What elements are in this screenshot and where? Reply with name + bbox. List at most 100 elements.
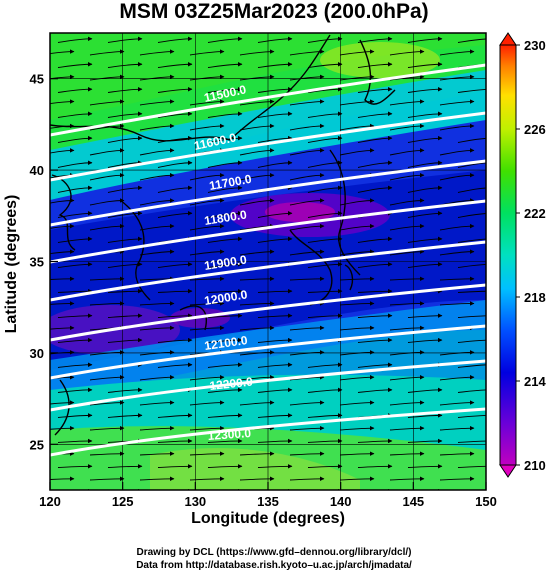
- streamline-arrow: [107, 36, 143, 43]
- streamline-arrow: [57, 387, 93, 393]
- streamline-arrow: [139, 325, 175, 331]
- streamline-arrow: [407, 211, 443, 218]
- streamline-arrow: [389, 148, 425, 156]
- streamline-arrow: [339, 148, 375, 156]
- streamline-arrow: [389, 476, 425, 482]
- streamline-arrow: [50, 148, 75, 154]
- streamline-arrow: [257, 135, 293, 143]
- streamline-arrow: [57, 438, 93, 444]
- streamline-arrow: [189, 374, 225, 381]
- streamline-arrow: [307, 362, 343, 368]
- streamline-arrow: [50, 74, 75, 80]
- streamline-arrow: [389, 223, 425, 231]
- streamline-arrow: [407, 337, 443, 343]
- streamline-arrow: [357, 313, 393, 318]
- streamline-arrow: [107, 185, 143, 193]
- streamline-arrow: [139, 425, 175, 431]
- streamline-arrow: [139, 249, 175, 256]
- wind-streamlines: [50, 26, 492, 505]
- streamline-arrow: [189, 74, 225, 81]
- y-tick-label: 30: [30, 346, 44, 361]
- streamline-arrow: [357, 362, 393, 368]
- streamline-arrow: [107, 160, 143, 168]
- streamline-arrow: [257, 111, 293, 118]
- streamline-arrow: [139, 301, 175, 306]
- streamline-arrow: [357, 464, 393, 469]
- streamline-arrow: [439, 148, 475, 156]
- streamline-arrow: [137, 488, 143, 490]
- streamline-arrow: [389, 451, 425, 456]
- x-tick-label: 125: [112, 494, 134, 509]
- streamline-arrow: [439, 400, 475, 406]
- streamline-arrow: [289, 172, 325, 181]
- streamline-arrow: [107, 387, 143, 393]
- streamline-arrow: [57, 160, 93, 168]
- streamline-arrow: [389, 172, 425, 181]
- streamline-arrow: [50, 400, 75, 405]
- streamline-arrow: [239, 476, 275, 482]
- streamline-arrow: [289, 400, 325, 406]
- streamline-arrow: [189, 49, 225, 56]
- streamline-arrow: [239, 451, 275, 456]
- streamline-arrow: [307, 135, 343, 143]
- streamline-arrow: [57, 262, 93, 268]
- streamline-arrow: [57, 61, 93, 68]
- streamline-arrow: [257, 86, 293, 93]
- streamline-arrow: [189, 325, 225, 331]
- streamline-arrow: [239, 276, 275, 282]
- streamline-arrow: [139, 172, 175, 181]
- streamline-arrow: [357, 262, 393, 268]
- streamline-arrow: [407, 111, 443, 118]
- streamline-arrow: [239, 123, 275, 131]
- height-contour-label: 11900.0: [203, 252, 248, 273]
- streamline-arrow: [57, 337, 93, 343]
- streamline-arrow: [207, 61, 243, 68]
- streamline-arrow: [239, 198, 275, 206]
- streamline-arrow: [207, 413, 243, 418]
- streamline-arrow: [389, 74, 425, 81]
- streamline-arrow: [50, 249, 75, 255]
- colorbar-tick-label: 214: [524, 374, 546, 389]
- streamline-arrow: [439, 49, 475, 56]
- streamline-arrow: [339, 400, 375, 406]
- streamline-arrow: [157, 288, 193, 294]
- streamline-arrow: [57, 464, 93, 469]
- streamline-arrow: [57, 135, 93, 143]
- streamline-arrow: [207, 464, 243, 469]
- streamline-arrow: [140, 26, 174, 30]
- streamline-arrow: [90, 26, 124, 30]
- streamline-arrow: [107, 262, 143, 268]
- streamline-arrow: [107, 464, 143, 469]
- streamline-arrow: [87, 488, 93, 490]
- height-contour-label: 12200.0: [209, 374, 254, 392]
- streamline-arrow: [57, 185, 93, 193]
- streamline-arrow: [157, 262, 193, 268]
- streamline-arrow: [240, 26, 274, 30]
- streamline-arrow: [57, 111, 93, 118]
- height-contour-label: 12300.0: [207, 426, 252, 443]
- streamline-arrow: [140, 503, 174, 505]
- streamline-arrow: [458, 491, 492, 492]
- streamline-arrow: [157, 135, 193, 143]
- streamline-arrow: [89, 148, 125, 156]
- streamline-arrow: [207, 288, 243, 294]
- streamline-arrow: [139, 74, 175, 81]
- streamline-arrow: [157, 36, 193, 43]
- streamline-arrow: [239, 99, 275, 106]
- streamline-arrow: [157, 313, 193, 318]
- streamline-arrow: [207, 185, 243, 193]
- streamline-arrow: [189, 451, 225, 456]
- streamline-arrow: [339, 249, 375, 256]
- height-contour-line: [50, 199, 486, 264]
- x-axis: 120 125 130 135 140 145 150: [39, 482, 497, 509]
- streamline-arrow: [50, 325, 75, 331]
- streamline-arrow: [439, 425, 475, 431]
- streamline-arrow: [389, 374, 425, 381]
- streamline-arrow: [89, 74, 125, 81]
- streamline-arrow: [139, 148, 175, 156]
- streamline-arrow: [157, 86, 193, 93]
- streamline-arrow: [207, 211, 243, 218]
- streamline-arrow: [89, 49, 125, 56]
- streamline-arrow: [407, 438, 443, 444]
- streamline-arrow: [389, 276, 425, 282]
